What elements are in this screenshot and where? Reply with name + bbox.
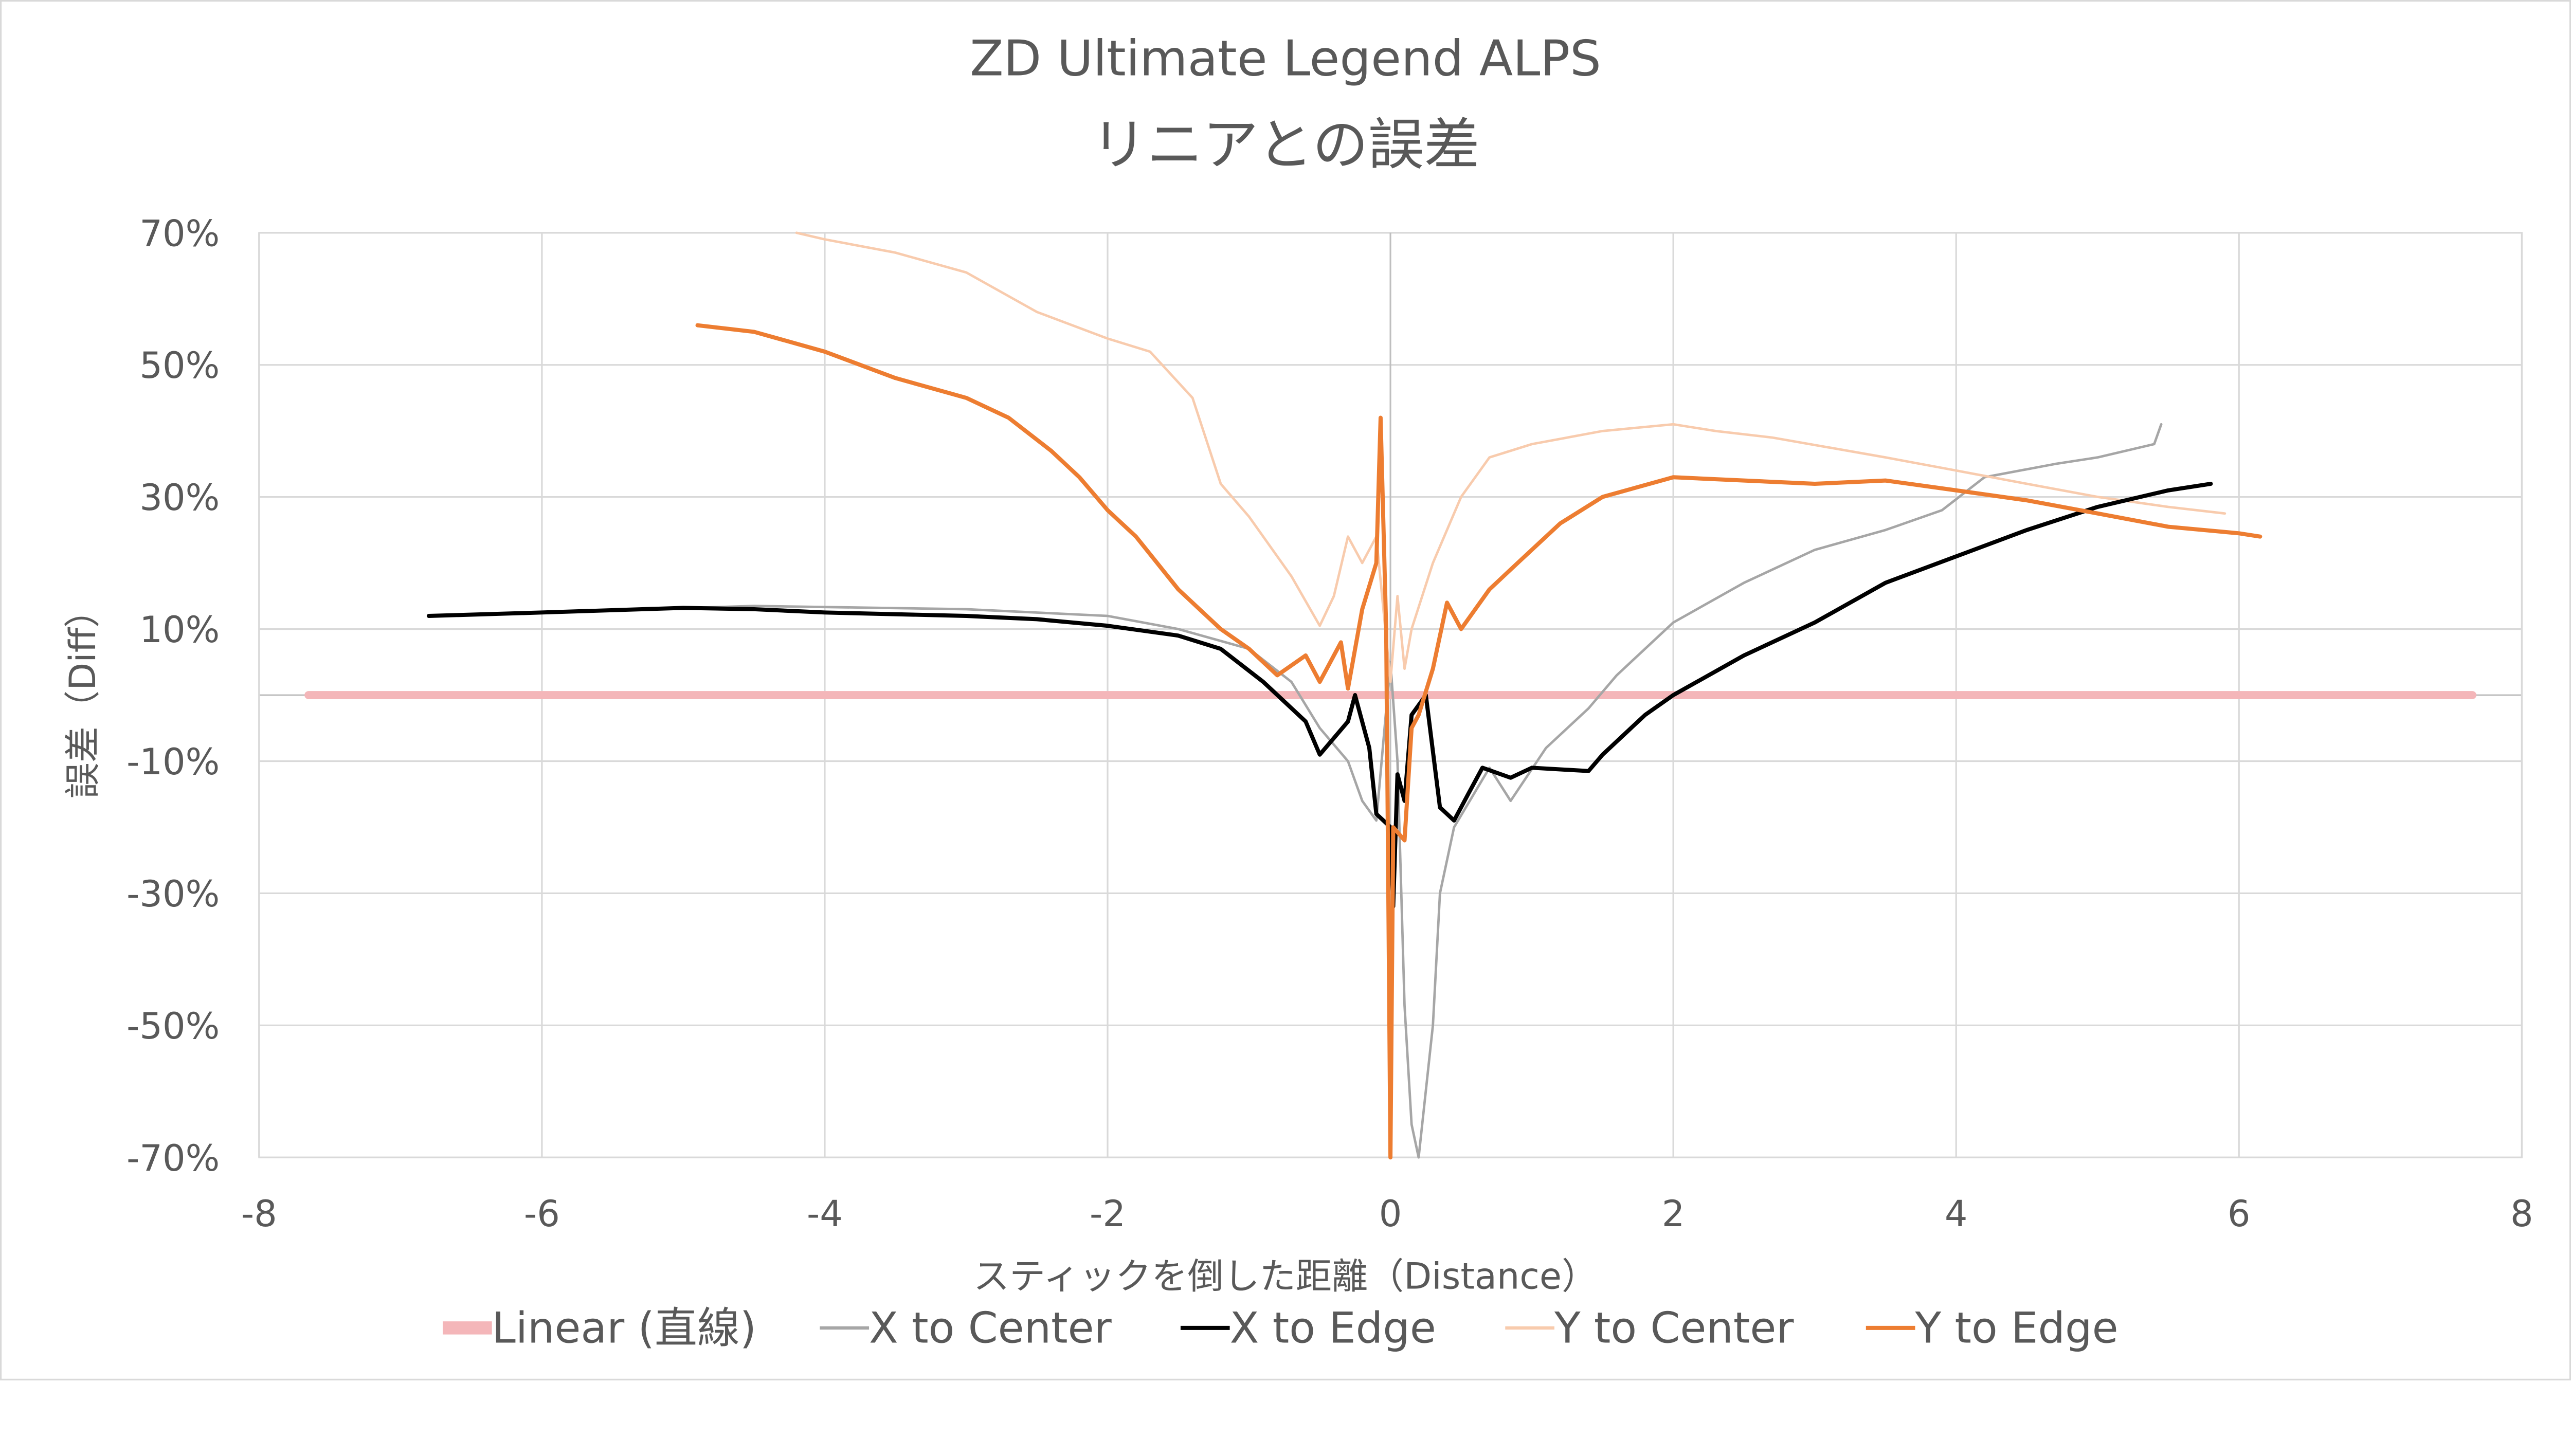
chart-title: ZD Ultimate Legend ALPS: [970, 30, 1601, 87]
x-axis-ticks: -8 -6 -4 -2 0 2 4 6 8: [241, 1193, 2533, 1235]
legend-label: Y to Center: [1554, 1303, 1794, 1353]
y-tick-label: -70%: [126, 1137, 220, 1179]
y-tick-label: 10%: [139, 609, 220, 651]
y-axis-label: 誤差（Diff）: [62, 592, 104, 798]
y-tick-label: 70%: [139, 212, 220, 254]
legend-item: Y to Center: [1505, 1303, 1794, 1353]
legend-item: Linear (直線): [442, 1303, 756, 1353]
y-tick-label: -30%: [126, 873, 220, 915]
x-tick-label: -4: [807, 1193, 843, 1235]
legend: Linear (直線) X to Center X to Edge Y to Cent…: [442, 1303, 2119, 1353]
line-chart: ZD Ultimate Legend ALPS リニアとの誤差 70% 50% 30…: [0, 0, 2571, 1380]
legend-item: X to Edge: [1180, 1303, 1436, 1353]
legend-label: Linear (直線): [492, 1303, 756, 1353]
x-tick-label: 0: [1379, 1193, 1402, 1235]
x-tick-label: -2: [1090, 1193, 1126, 1235]
x-tick-label: 4: [1945, 1193, 1968, 1235]
x-tick-label: -6: [524, 1193, 560, 1235]
series-x-to-edge: [426, 482, 2213, 909]
y-axis-ticks: 70% 50% 30% 10% -10% -30% -50% -70%: [126, 212, 220, 1179]
y-tick-label: -10%: [126, 741, 220, 783]
series-x-to-center: [427, 423, 2163, 1159]
y-tick-label: 50%: [139, 344, 220, 387]
y-tick-label: 30%: [139, 477, 220, 519]
legend-label: Y to Edge: [1914, 1303, 2118, 1353]
series-y-to-center: [795, 231, 2226, 683]
y-tick-label: -50%: [126, 1005, 220, 1047]
x-axis-label: スティックを倒した距離（Distance）: [973, 1255, 1598, 1297]
series-lines: [304, 231, 2476, 1160]
chart-border: [0, 0, 2571, 1380]
x-tick-label: 8: [2510, 1193, 2533, 1235]
legend-label: X to Edge: [1230, 1303, 1436, 1353]
chart-subtitle: リニアとの誤差: [1091, 112, 1480, 177]
x-tick-label: -8: [241, 1193, 277, 1235]
x-tick-label: 2: [1662, 1193, 1685, 1235]
legend-label: X to Center: [869, 1303, 1112, 1353]
legend-item: Y to Edge: [1866, 1303, 2119, 1353]
series-y-to-edge: [695, 323, 2262, 1160]
legend-item: X to Center: [820, 1303, 1112, 1353]
x-tick-label: 6: [2228, 1193, 2251, 1235]
